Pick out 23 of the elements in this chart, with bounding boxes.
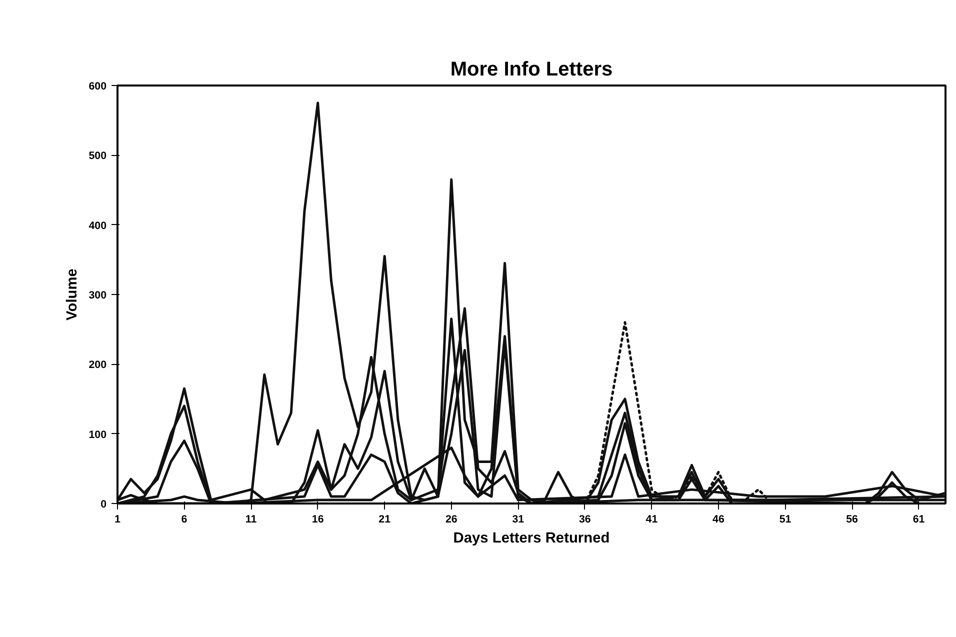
y-tick-label: 300 (88, 290, 107, 302)
y-axis-title: Volume (64, 268, 81, 320)
y-tick-label: 100 (88, 428, 107, 441)
x-tick-label: 31 (512, 514, 524, 526)
x-tick-label: 1 (114, 514, 121, 526)
y-tick-label: 400 (88, 220, 107, 232)
x-tick-label: 11 (245, 514, 257, 526)
x-tick-label: 36 (578, 514, 591, 526)
x-tick-label: 16 (312, 514, 324, 526)
x-tick-label: 41 (646, 514, 658, 526)
y-tick-label: 200 (88, 359, 107, 372)
x-tick-label: 6 (181, 514, 188, 526)
x-tick-label: 46 (712, 514, 724, 526)
chart-title: More Info Letters (450, 58, 613, 80)
x-tick-label: 26 (445, 514, 458, 526)
y-tick-label: 0 (100, 498, 107, 510)
y-tick-label: 500 (88, 150, 107, 162)
x-axis-title: Days Letters Returned (453, 530, 610, 546)
x-tick-label: 21 (378, 514, 391, 526)
x-tick-label: 51 (779, 514, 792, 526)
x-tick-label: 61 (912, 514, 925, 526)
y-tick-label: 600 (88, 80, 107, 92)
x-tick-label: 56 (846, 514, 858, 526)
